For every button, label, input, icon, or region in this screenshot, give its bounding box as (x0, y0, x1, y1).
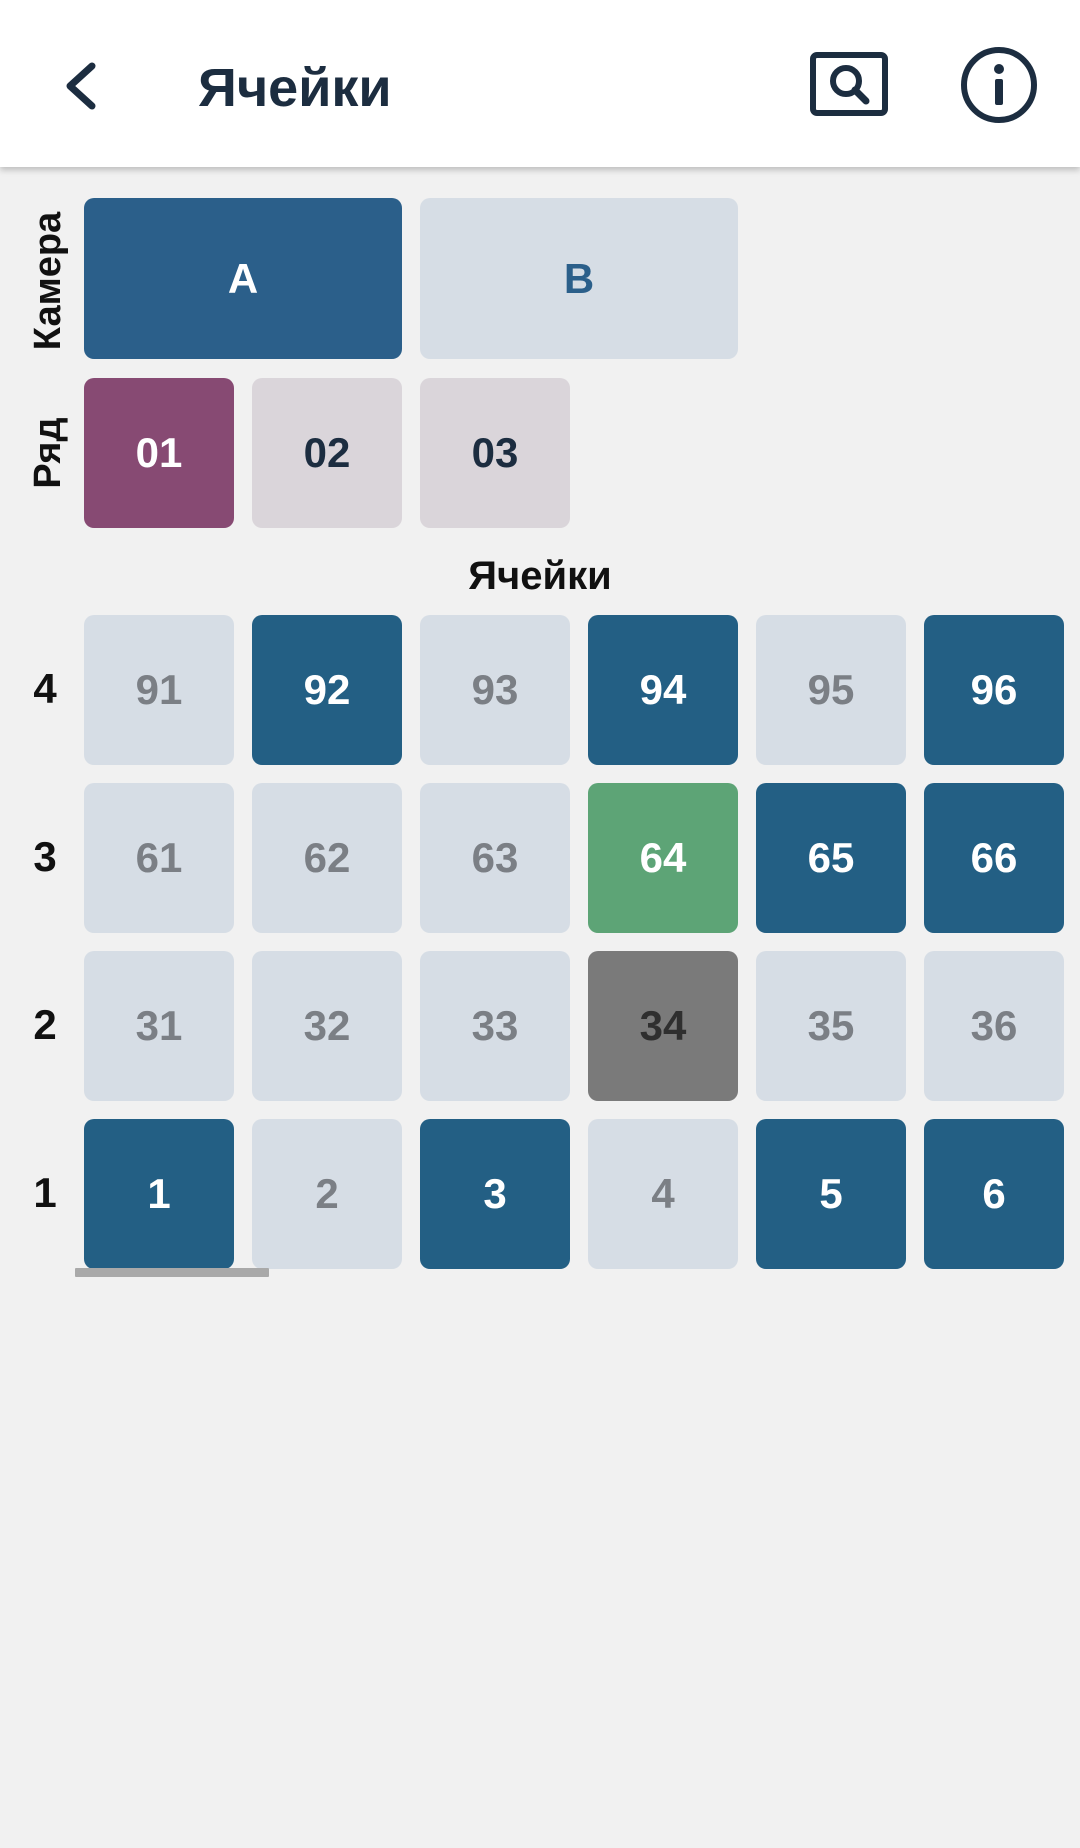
cell-2[interactable]: 2 (252, 1119, 402, 1269)
grid-row-label: 3 (33, 833, 57, 880)
row-option-02[interactable]: 02 (252, 378, 402, 528)
cell-33[interactable]: 33 (420, 951, 570, 1101)
cell-95[interactable]: 95 (756, 615, 906, 765)
back-button[interactable] (50, 46, 120, 126)
cell-61[interactable]: 61 (84, 783, 234, 933)
cell-66[interactable]: 66 (924, 783, 1064, 933)
cell-4[interactable]: 4 (588, 1119, 738, 1269)
grid-row-label: 4 (33, 665, 57, 712)
search-button[interactable] (808, 50, 890, 120)
row-option-01[interactable]: 01 (84, 378, 234, 528)
search-icon (810, 52, 888, 116)
app-bar: Ячейки (0, 0, 1080, 167)
chamber-option-b[interactable]: B (420, 198, 738, 359)
cell-63[interactable]: 63 (420, 783, 570, 933)
cell-94[interactable]: 94 (588, 615, 738, 765)
cell-92[interactable]: 92 (252, 615, 402, 765)
grid-row-label: 2 (33, 1001, 57, 1048)
cell-64[interactable]: 64 (588, 783, 738, 933)
row-option-03[interactable]: 03 (420, 378, 570, 528)
page-title: Ячейки (198, 58, 392, 118)
cell-96[interactable]: 96 (924, 615, 1064, 765)
cell-91[interactable]: 91 (84, 615, 234, 765)
cell-65[interactable]: 65 (756, 783, 906, 933)
chamber-label: Камера (27, 211, 69, 351)
cell-6[interactable]: 6 (924, 1119, 1064, 1269)
cell-32[interactable]: 32 (252, 951, 402, 1101)
cell-3[interactable]: 3 (420, 1119, 570, 1269)
info-button[interactable] (958, 44, 1040, 126)
row-label: Ряд (27, 417, 69, 489)
cell-1[interactable]: 1 (84, 1119, 234, 1269)
cell-31[interactable]: 31 (84, 951, 234, 1101)
cell-62[interactable]: 62 (252, 783, 402, 933)
cell-35[interactable]: 35 (756, 951, 906, 1101)
info-icon (961, 47, 1037, 123)
chamber-option-a[interactable]: A (84, 198, 402, 359)
grid-row-label: 1 (33, 1169, 57, 1216)
horizontal-scrollbar[interactable] (75, 1268, 269, 1277)
cells-title: Ячейки (468, 554, 612, 598)
cell-5[interactable]: 5 (756, 1119, 906, 1269)
cell-93[interactable]: 93 (420, 615, 570, 765)
cell-36[interactable]: 36 (924, 951, 1064, 1101)
cell-34[interactable]: 34 (588, 951, 738, 1101)
chevron-left-icon (66, 62, 96, 110)
